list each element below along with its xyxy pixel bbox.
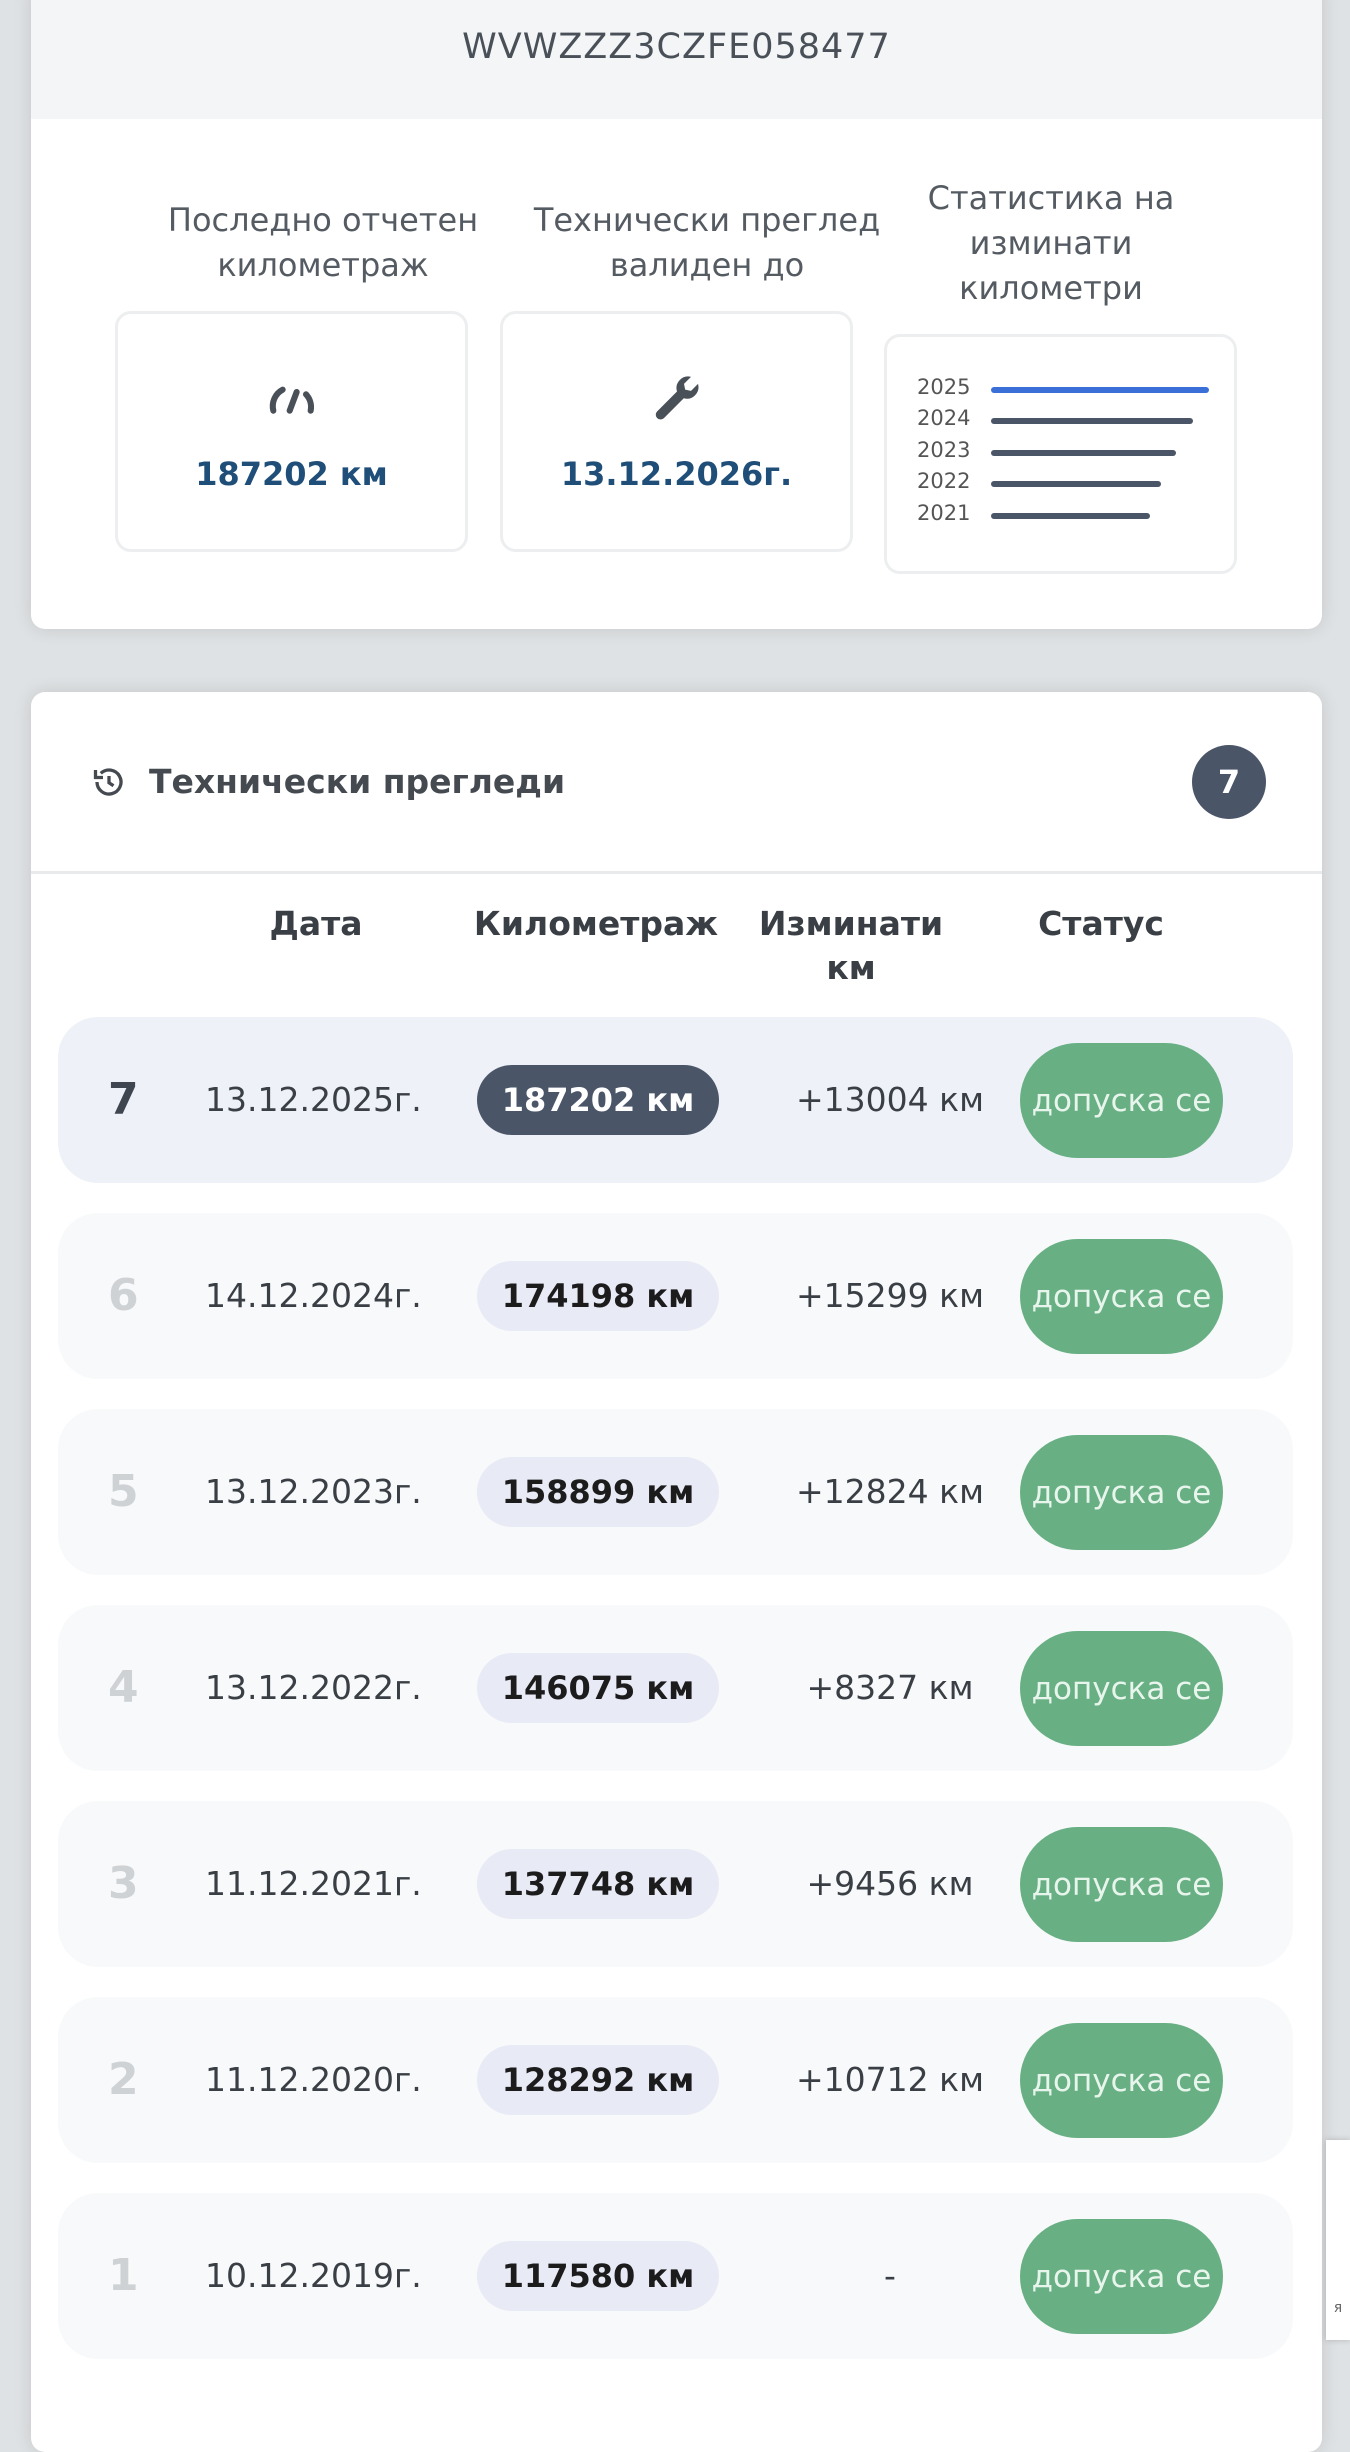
status-badge: допуска се [1020, 1827, 1223, 1942]
count-badge: 7 [1192, 745, 1266, 819]
row-mileage: 146075 км [477, 1653, 719, 1723]
row-date: 10.12.2019г. [205, 2256, 422, 2295]
stats-year: 2023 [917, 438, 971, 462]
status-badge: допуска се [1020, 1239, 1223, 1354]
mileage-value: 187202 км [195, 454, 388, 493]
row-date: 13.12.2025г. [205, 1080, 422, 1119]
column-header-traveled: Изминати км [758, 904, 944, 987]
stats-bar [991, 450, 1176, 456]
stats-year: 2021 [917, 501, 971, 525]
column-header-status: Статус [1038, 904, 1164, 943]
mileage-label: Последно отчетен километраж [167, 201, 479, 284]
status-badge: допуска се [1020, 2023, 1223, 2138]
row-date: 13.12.2022г. [205, 1668, 422, 1707]
inspections-card: Технически прегледи 7 Дата Километраж Из… [31, 692, 1322, 2452]
vehicle-summary-card: WVWZZZ3CZFE058477 Последно отчетен килом… [31, 0, 1322, 629]
table-row[interactable]: 7 13.12.2025г. 187202 км +13004 км допус… [58, 1017, 1293, 1183]
row-traveled: +12824 км [796, 1472, 984, 1511]
stats-year: 2024 [917, 406, 971, 430]
row-mileage: 187202 км [477, 1065, 719, 1135]
mileage-stats-chart: 2025 2024 2023 2022 2021 [884, 334, 1237, 574]
row-date: 11.12.2020г. [205, 2060, 422, 2099]
stats-year: 2025 [917, 375, 971, 399]
row-number: 1 [108, 2250, 139, 2301]
column-header-date: Дата [269, 904, 363, 943]
table-row[interactable]: 5 13.12.2023г. 158899 км +12824 км допус… [58, 1409, 1293, 1575]
row-traveled: +10712 км [796, 2060, 984, 2099]
speedometer-icon [269, 386, 314, 414]
stats-bar [991, 481, 1161, 487]
table-row[interactable]: 6 14.12.2024г. 174198 км +15299 км допус… [58, 1213, 1293, 1379]
vin: WVWZZZ3CZFE058477 [31, 0, 1322, 119]
status-badge: допуска се [1020, 2219, 1223, 2334]
wrench-icon [655, 375, 698, 420]
stats-year: 2022 [917, 469, 971, 493]
row-number: 7 [108, 1074, 139, 1125]
row-mileage: 174198 км [477, 1261, 719, 1331]
row-number: 6 [108, 1270, 139, 1321]
row-mileage: 117580 км [477, 2241, 719, 2311]
row-traveled: +9456 км [806, 1864, 974, 1903]
row-traveled: +15299 км [796, 1276, 984, 1315]
row-date: 11.12.2021г. [205, 1864, 422, 1903]
status-badge: допуска се [1020, 1043, 1223, 1158]
stats-label: Статистика на изминати километри [927, 179, 1175, 307]
inspections-title: Технически прегледи [149, 762, 566, 801]
inspection-box: 13.12.2026г. [500, 311, 853, 552]
table-row[interactable]: 1 10.12.2019г. 117580 км - допуска се [58, 2193, 1293, 2359]
row-traveled: +13004 км [796, 1080, 984, 1119]
stats-bar [991, 513, 1150, 519]
row-traveled: +8327 км [806, 1668, 974, 1707]
divider [31, 871, 1322, 874]
table-row[interactable]: 4 13.12.2022г. 146075 км +8327 км допуск… [58, 1605, 1293, 1771]
row-traveled: - [884, 2256, 896, 2295]
history-icon [93, 767, 123, 796]
stats-bar [991, 418, 1193, 424]
row-number: 3 [108, 1858, 139, 1909]
row-date: 13.12.2023г. [205, 1472, 422, 1511]
row-mileage: 137748 км [477, 1849, 719, 1919]
inspections-header: Технически прегледи [91, 762, 565, 801]
row-date: 14.12.2024г. [205, 1276, 422, 1315]
recaptcha-badge[interactable]: я [1326, 2140, 1350, 2340]
status-badge: допуска се [1020, 1631, 1223, 1746]
stats-bar [991, 387, 1209, 393]
table-row[interactable]: 2 11.12.2020г. 128292 км +10712 км допус… [58, 1997, 1293, 2163]
column-header-mileage: Километраж [473, 904, 719, 943]
row-number: 4 [108, 1662, 139, 1713]
inspection-label: Технически преглед валиден до [533, 201, 881, 284]
table-row[interactable]: 3 11.12.2021г. 137748 км +9456 км допуск… [58, 1801, 1293, 1967]
row-number: 2 [108, 2054, 139, 2105]
inspection-value: 13.12.2026г. [560, 454, 793, 493]
row-mileage: 128292 км [477, 2045, 719, 2115]
row-mileage: 158899 км [477, 1457, 719, 1527]
mileage-box: 187202 км [115, 311, 468, 552]
status-badge: допуска се [1020, 1435, 1223, 1550]
row-number: 5 [108, 1466, 139, 1517]
